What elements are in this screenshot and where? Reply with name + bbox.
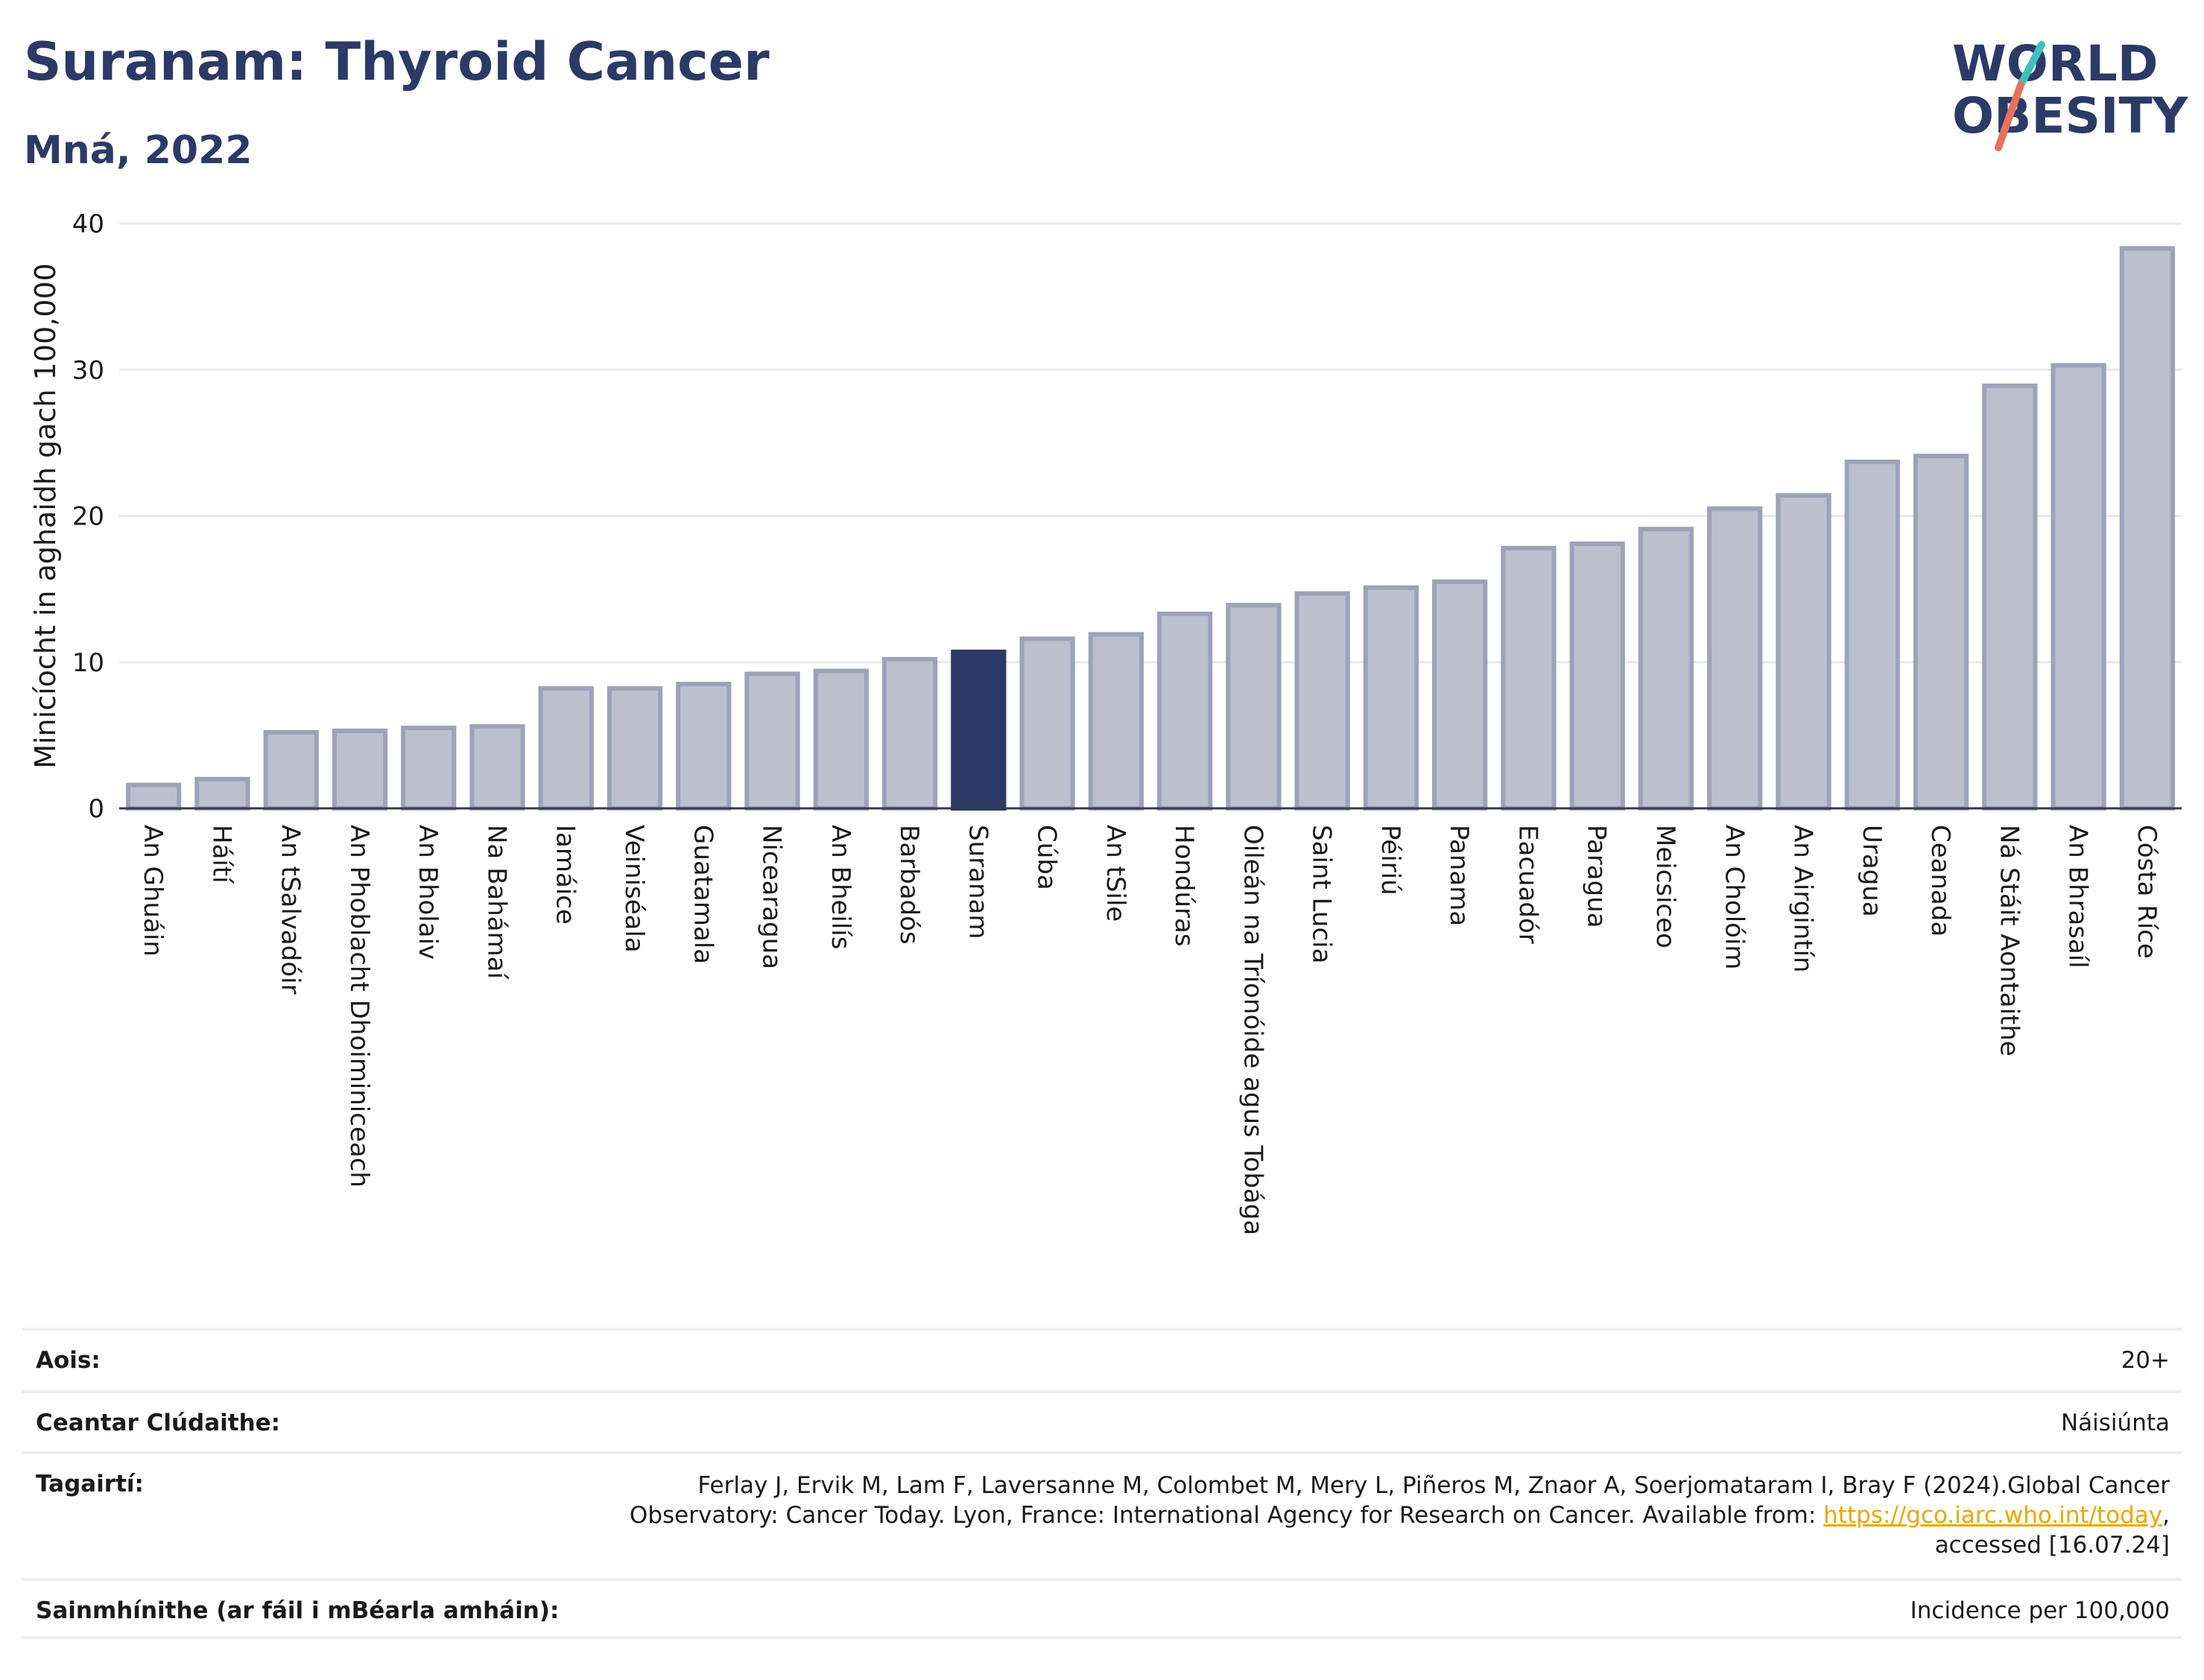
bar-4 bbox=[401, 726, 457, 811]
page-subtitle: Mná, 2022 bbox=[24, 128, 253, 173]
axes: 0 10 20 30 40 Minicíocht in aghaidh gach 100,… bbox=[29, 209, 2182, 1235]
x-tick-label: An Bholaiv bbox=[413, 825, 443, 960]
x-tick-label: Cúba bbox=[1032, 825, 1062, 890]
x-tick-label: Iamáice bbox=[551, 825, 580, 925]
x-tick-label: Meicsiceo bbox=[1650, 825, 1680, 948]
bar-15 bbox=[1156, 611, 1213, 811]
bar-8 bbox=[676, 682, 732, 811]
x-tick-label: An tSalvadóir bbox=[276, 825, 305, 995]
definitions-value: Incidence per 100,000 bbox=[1910, 1597, 2170, 1624]
bar-7 bbox=[607, 686, 663, 811]
bar-29 bbox=[2119, 246, 2176, 811]
bar-28 bbox=[2051, 363, 2106, 811]
y-tick-label: 20 bbox=[72, 502, 104, 532]
logo-text-world: WORLD bbox=[1952, 35, 2159, 92]
bar-10 bbox=[813, 668, 869, 811]
bar-23 bbox=[1707, 506, 1763, 811]
x-tick-label: Péiriú bbox=[1375, 825, 1405, 896]
y-axis-label: Minicíocht in aghaidh gach 100,000 bbox=[29, 263, 62, 769]
references-line-2-text: Observatory: Cancer Today. Lyon, France:… bbox=[629, 1502, 1824, 1529]
coverage-label: Ceantar Clúdaithe: bbox=[36, 1410, 281, 1436]
references-line-1: Ferlay J, Ervik M, Lam F, Laversanne M, … bbox=[697, 1472, 2170, 1499]
bar-14 bbox=[1088, 632, 1144, 811]
bar-0 bbox=[125, 782, 182, 811]
x-tick-label: Cósta Ríce bbox=[2132, 825, 2162, 959]
x-tick-label: Eacuadór bbox=[1513, 825, 1542, 944]
x-tick-label: Guatamala bbox=[688, 825, 718, 964]
bar-21 bbox=[1569, 541, 1625, 811]
bar-20 bbox=[1501, 545, 1557, 811]
bar-16 bbox=[1226, 603, 1282, 811]
bar-11 bbox=[881, 656, 938, 811]
x-tick-label: Barbadós bbox=[894, 825, 924, 945]
y-tick-label: 30 bbox=[72, 355, 104, 385]
x-tick-label: Ná Stáit Aontaithe bbox=[1994, 825, 2024, 1056]
bar-9 bbox=[744, 671, 800, 811]
bar-2 bbox=[263, 729, 319, 811]
bar-22 bbox=[1638, 527, 1694, 811]
bar-18 bbox=[1363, 585, 1419, 811]
bar-6 bbox=[538, 686, 594, 811]
x-tick-label: An Phoblacht Dhoiminiceach bbox=[344, 825, 374, 1188]
x-tick-label: Oileán na Tríonóide agus Tobága bbox=[1238, 825, 1267, 1235]
x-tick-label: An Bhrasaíl bbox=[2063, 825, 2093, 969]
y-tick-label: 40 bbox=[72, 209, 104, 239]
references-line-3: accessed [16.07.24] bbox=[1934, 1532, 2170, 1559]
x-tick-label: Nicearagua bbox=[757, 825, 787, 969]
references-line-2: Observatory: Cancer Today. Lyon, France:… bbox=[630, 1500, 2170, 1530]
references-link[interactable]: https://gco.iarc.who.int/today bbox=[1823, 1502, 2163, 1529]
x-tick-label: Uragua bbox=[1857, 825, 1887, 917]
references-value: Ferlay J, Ervik M, Lam F, Laversanne M, … bbox=[630, 1471, 2170, 1560]
x-tick-label: An Bheilís bbox=[826, 825, 855, 949]
logo-slash-teal bbox=[2017, 41, 2045, 89]
x-tick-label: An Airgintín bbox=[1788, 825, 1818, 973]
references-line-2-end: , bbox=[2162, 1502, 2170, 1529]
bar-1 bbox=[194, 776, 250, 811]
coverage-value: Náisiúnta bbox=[2060, 1410, 2170, 1436]
world-obesity-logo: WORLD OBESITY bbox=[1952, 35, 2189, 151]
x-tick-label: Panama bbox=[1444, 825, 1474, 926]
bar-19 bbox=[1432, 579, 1488, 811]
coverage-row: Ceantar Clúdaithe: Náisiúnta bbox=[22, 1390, 2182, 1451]
bar-17 bbox=[1294, 591, 1350, 811]
x-tick-label: Háítí bbox=[206, 825, 236, 884]
x-tick-label: An Cholóim bbox=[1719, 825, 1749, 970]
bar-chart: 0 10 20 30 40 Minicíocht in aghaidh gach 100,… bbox=[29, 209, 2182, 1235]
definitions-row: Sainmhínithe (ar fáil i mBéarla amháin):… bbox=[22, 1578, 2182, 1639]
y-tick-label: 10 bbox=[72, 648, 104, 678]
bars bbox=[125, 246, 2176, 811]
y-tick-label: 0 bbox=[88, 794, 104, 824]
x-tick-label: An Ghuáin bbox=[138, 825, 168, 957]
bar-25 bbox=[1844, 459, 1900, 811]
info-table: Aois: 20+ Ceantar Clúdaithe: Náisiúnta T… bbox=[22, 1328, 2182, 1639]
age-value: 20+ bbox=[2121, 1347, 2170, 1374]
definitions-label: Sainmhínithe (ar fáil i mBéarla amháin): bbox=[36, 1597, 560, 1624]
bar-26 bbox=[1913, 454, 1969, 811]
x-tick-label: Ceanada bbox=[1925, 825, 1955, 936]
bar-13 bbox=[1019, 636, 1075, 811]
page-title: Suranam: Thyroid Cancer bbox=[24, 31, 770, 92]
x-tick-label: Na Bahámaí bbox=[481, 825, 511, 980]
bar-27 bbox=[1982, 383, 2038, 811]
x-tick-label: Paragua bbox=[1582, 825, 1612, 928]
logo-slash-coral bbox=[1995, 81, 2024, 151]
x-tick-label: Suranam bbox=[963, 825, 992, 939]
x-tick-label: An tSile bbox=[1101, 825, 1130, 922]
references-label: Tagairtí: bbox=[36, 1471, 144, 1497]
bar-3 bbox=[332, 728, 388, 811]
x-tick-label: Saint Lucia bbox=[1307, 825, 1337, 963]
bar-12 bbox=[951, 650, 1007, 811]
x-tick-label: Veiniséala bbox=[619, 825, 649, 953]
references-row: Tagairtí: Ferlay J, Ervik M, Lam F, Lave… bbox=[22, 1451, 2182, 1578]
age-row: Aois: 20+ bbox=[22, 1328, 2182, 1390]
logo-text-obesity: OBESITY bbox=[1952, 87, 2189, 145]
age-label: Aois: bbox=[36, 1347, 101, 1374]
bar-24 bbox=[1776, 493, 1831, 811]
x-tick-label: Hondúras bbox=[1169, 825, 1199, 947]
bar-5 bbox=[469, 724, 525, 811]
grid-lines bbox=[119, 222, 2182, 664]
